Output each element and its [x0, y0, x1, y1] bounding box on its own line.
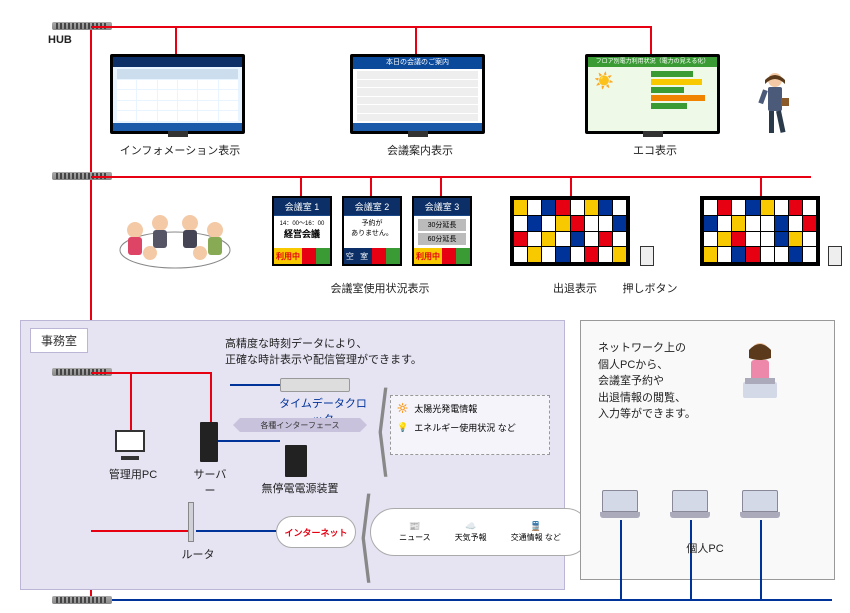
train-icon: 🚆	[511, 521, 561, 532]
ups	[285, 445, 307, 477]
monitor-eco: フロア別電力利用状況（電力の見える化） ☀️	[585, 54, 720, 134]
room-panel-2: 会議室 2 予約がありません。 空 室	[342, 196, 402, 266]
label-router: ルータ	[178, 546, 218, 562]
time-clock-device	[280, 378, 350, 392]
interface-band: 各種インターフェース	[240, 418, 360, 432]
drop-r2	[370, 176, 372, 196]
monitor-info	[110, 54, 245, 134]
drop-grid2	[760, 176, 762, 196]
label-personal-pc: 個人PC	[680, 540, 730, 556]
server	[200, 422, 218, 462]
attendance-grid-1	[510, 196, 630, 266]
label-attendance: 出退表示	[545, 280, 605, 296]
office-horiz-1	[91, 372, 211, 374]
label-server: サーバー	[190, 466, 230, 498]
router	[188, 502, 194, 542]
meeting-illustration	[110, 195, 240, 275]
admin-pc	[113, 430, 148, 460]
news-icon: 📰	[399, 521, 431, 532]
label-ups: 無停電電源装置	[260, 480, 340, 496]
hub-label: HUB	[48, 34, 72, 46]
push-button-2[interactable]	[828, 246, 842, 266]
clock-line	[230, 384, 280, 386]
label-room-status: 会議室使用状況表示	[320, 280, 440, 296]
label-info: インフォメーション表示	[115, 142, 245, 158]
office-lady	[735, 340, 785, 400]
drop-grid1	[570, 176, 572, 196]
drop-adminpc	[130, 372, 132, 430]
row2-horiz	[91, 176, 811, 178]
label-push-button: 押しボタン	[620, 280, 680, 296]
hub-bottom	[52, 596, 112, 604]
laptop-1	[600, 490, 640, 518]
laptop1-drop	[620, 520, 622, 600]
label-admin-pc: 管理用PC	[108, 466, 158, 482]
monitor-meeting-guide: 本日の会議のご案内	[350, 54, 485, 134]
feed-cloud: 📰ニュース ☁️天気予報 🚆交通情報 など	[370, 508, 590, 556]
solar-icon: 🔆	[397, 403, 408, 414]
bulb-icon: 💡	[397, 422, 408, 433]
walking-person	[755, 70, 795, 140]
room-panel-1: 会議室 1 14：00～16：00経営会議 利用中	[272, 196, 332, 266]
room-panel-3: 会議室 3 30分延長60分延長 利用中	[412, 196, 472, 266]
drop-eco	[650, 26, 652, 54]
bottom-blue-horiz	[112, 599, 832, 601]
drop-server	[210, 372, 212, 422]
office-title: 事務室	[30, 328, 88, 353]
weather-icon: ☁️	[455, 521, 487, 532]
internet-cloud: インターネット	[276, 516, 356, 548]
laptop-2	[670, 490, 710, 518]
bracket-left: ⟨	[375, 374, 391, 489]
label-eco: エコ表示	[625, 142, 685, 158]
ext-info-box: 🔆太陽光発電情報 💡エネルギー使用状況 など	[390, 395, 550, 455]
drop-info	[175, 26, 177, 54]
router-line	[91, 530, 191, 532]
push-button-1[interactable]	[640, 246, 654, 266]
laptop-3	[740, 490, 780, 518]
pc-note: ネットワーク上の 個人PCから、 会議室予約や 出退情報の閲覧、 入力等ができま…	[598, 340, 718, 423]
router-inet-line	[196, 530, 276, 532]
drop-r3	[440, 176, 442, 196]
attendance-grid-2	[700, 196, 820, 266]
server-ups-line	[218, 440, 280, 442]
laptop2-drop	[690, 520, 692, 600]
clock-note: 高精度な時刻データにより、 正確な時計表示や配信管理ができます。	[225, 335, 455, 367]
drop-meeting	[415, 26, 417, 54]
drop-r1	[300, 176, 302, 196]
bracket-feed: ⟨	[358, 480, 374, 595]
laptop3-drop	[760, 520, 762, 600]
label-meeting-guide: 会議案内表示	[380, 142, 460, 158]
